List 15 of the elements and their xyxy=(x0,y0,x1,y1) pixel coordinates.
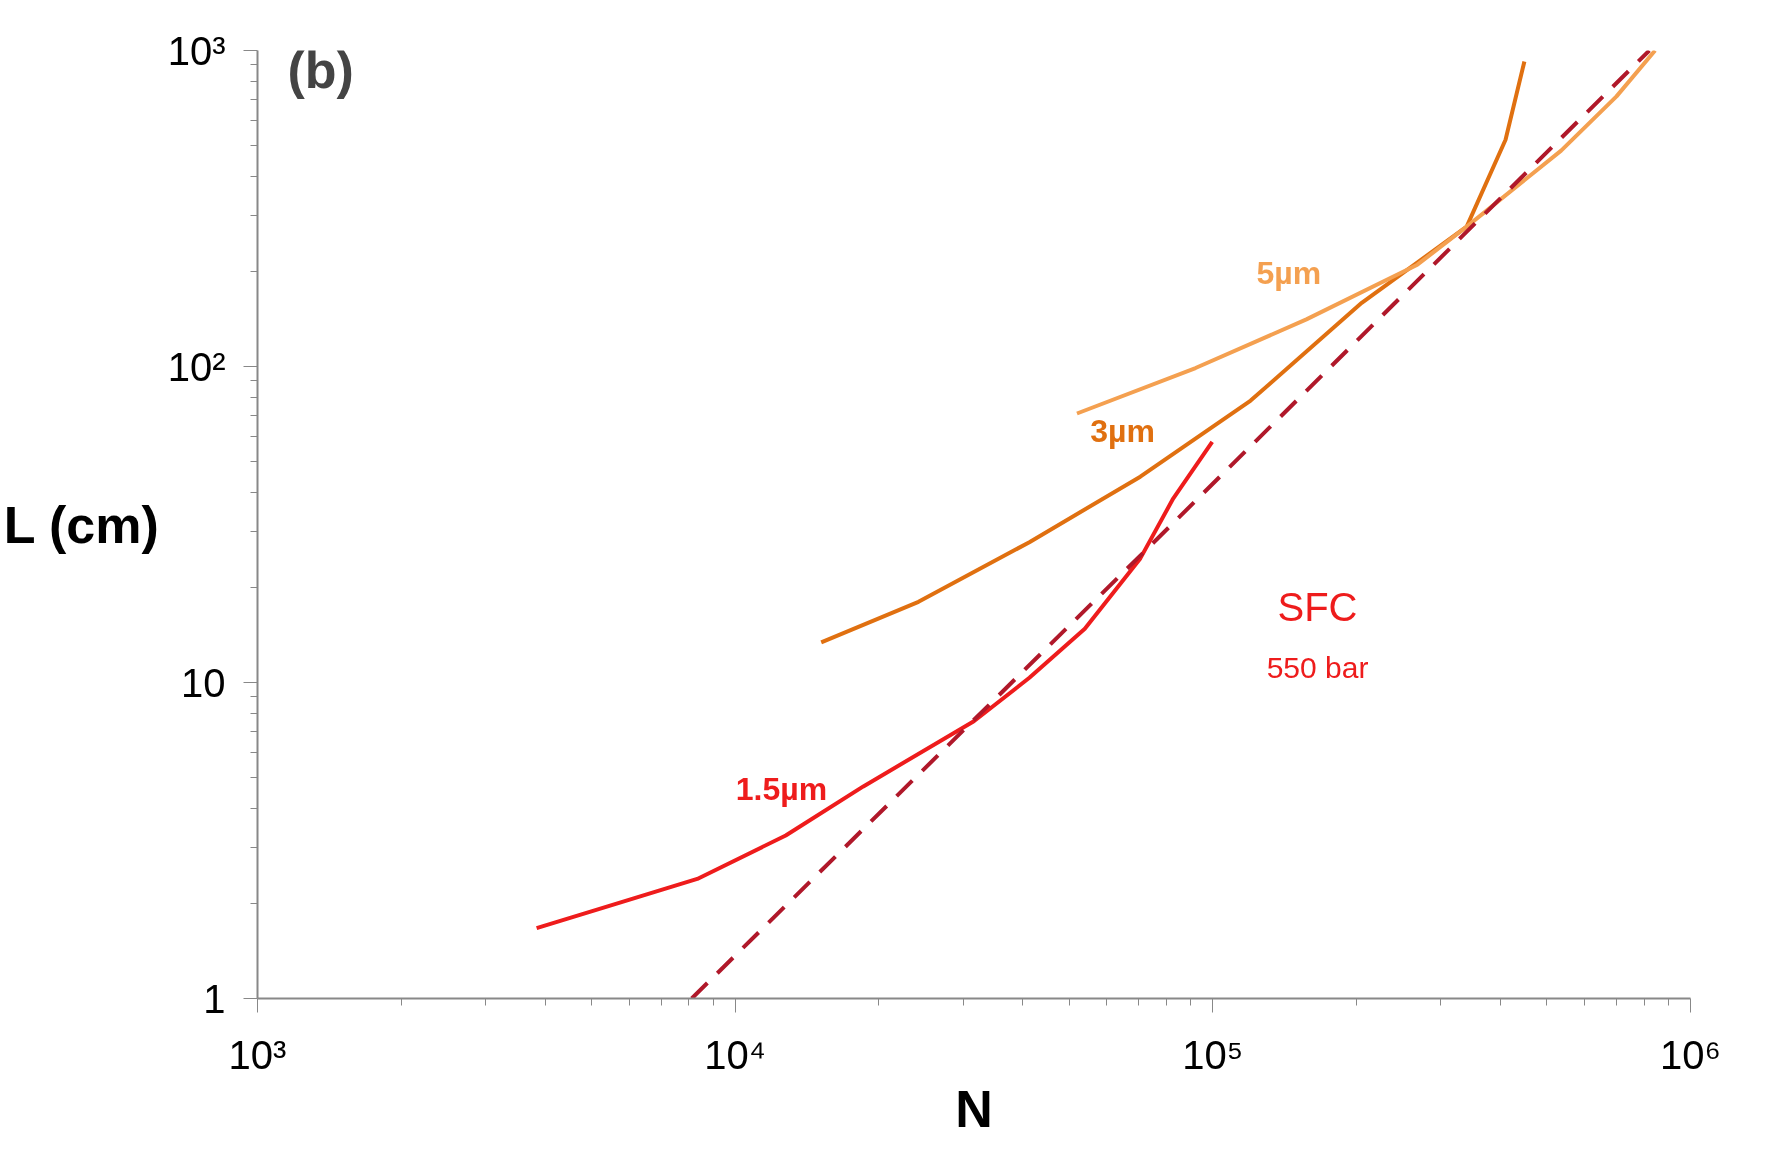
y-tick-label: 10² xyxy=(167,344,226,389)
series-label: 5µm xyxy=(1256,255,1322,292)
y-tick-label: 10³ xyxy=(167,28,226,73)
series-label: 1.5µm xyxy=(735,771,828,808)
x-axis-title: N xyxy=(955,1079,993,1138)
x-tick-label: 10⁶ xyxy=(1660,1032,1721,1077)
y-axis-title: L (cm) xyxy=(3,495,159,554)
annotation: SFC xyxy=(1277,584,1358,629)
annotation: 550 bar xyxy=(1266,650,1369,684)
y-tick-label: 1 xyxy=(203,976,226,1021)
x-tick-label: 10⁴ xyxy=(704,1032,767,1077)
y-tick-label: 10 xyxy=(181,660,226,705)
x-tick-label: 10³ xyxy=(228,1032,287,1077)
x-tick-label: 10⁵ xyxy=(1182,1032,1244,1077)
series-label: 3µm xyxy=(1090,412,1156,449)
